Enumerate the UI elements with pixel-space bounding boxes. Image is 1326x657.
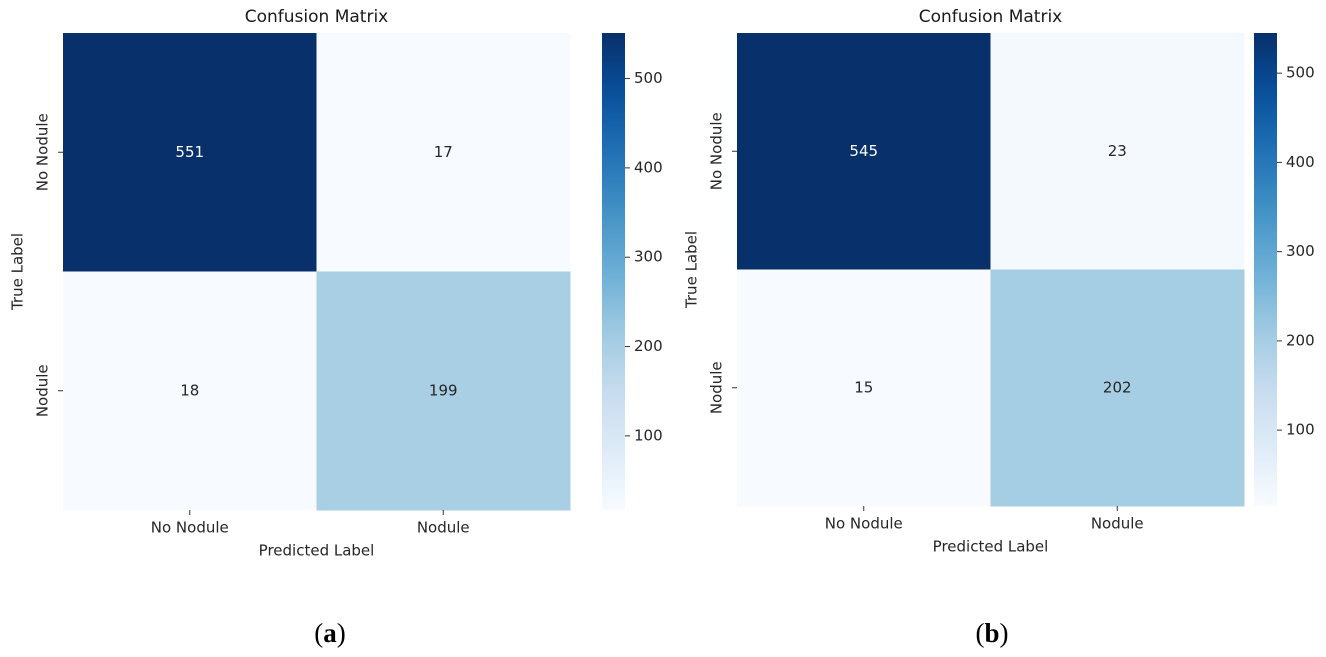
colorbar	[602, 33, 625, 510]
colorbar-tick-label: 100	[1286, 421, 1315, 439]
cell-value-label: 15	[854, 378, 873, 396]
cell-value-label: 17	[434, 143, 453, 161]
colorbar-tick-label: 300	[1286, 242, 1315, 260]
colorbar-tick-label: 500	[634, 69, 663, 87]
cell-value-label: 23	[1108, 142, 1127, 160]
panel-caption: (a)	[314, 618, 346, 648]
heatmap-cell	[990, 269, 1245, 507]
colorbar-tick-label: 100	[634, 426, 663, 444]
x-tick-label: Nodule	[1091, 515, 1144, 533]
colorbar-tick-label: 500	[1286, 64, 1315, 82]
cell-value-label: 551	[175, 143, 204, 161]
cell-value-label: 545	[849, 142, 878, 160]
cell-value-label: 18	[180, 381, 199, 399]
y-axis-label: True Label	[683, 231, 701, 309]
colorbar-tick-label: 200	[634, 337, 663, 355]
heatmap-cell	[737, 33, 991, 270]
heatmap-cell	[63, 33, 317, 272]
colorbar	[1254, 33, 1277, 506]
y-tick-label: Nodule	[708, 361, 726, 414]
chart-title: Confusion Matrix	[919, 7, 1063, 27]
cell-value-label: 199	[429, 381, 458, 399]
x-axis-label: Predicted Label	[933, 538, 1049, 556]
colorbar-tick-label: 200	[1286, 331, 1315, 349]
confusion-matrix-panel-b: Confusion Matrix 545 23 15 202 No Nodule Nodul…	[683, 7, 1315, 648]
y-tick-label: No Nodule	[708, 112, 726, 190]
heatmap-cell	[737, 269, 991, 507]
colorbar-tick-label: 400	[1286, 153, 1315, 171]
heatmap-cell	[63, 271, 317, 511]
x-tick-label: Nodule	[417, 519, 470, 537]
confusion-matrix-panel-a: Confusion Matrix 551 17 18 199 No Nodule Nodul…	[9, 7, 663, 648]
y-tick-label: No Nodule	[34, 113, 52, 191]
heatmap-cell	[990, 33, 1245, 270]
x-axis-label: Predicted Label	[259, 542, 375, 560]
y-axis-label: True Label	[9, 233, 27, 311]
x-tick-label: No Nodule	[825, 515, 903, 533]
heatmap-cell	[316, 33, 571, 272]
cell-value-label: 202	[1103, 378, 1132, 396]
panel-caption: (b)	[975, 618, 1008, 648]
colorbar-tick-label: 300	[634, 248, 663, 266]
heatmap-cell	[316, 271, 571, 511]
colorbar-tick-label: 400	[634, 158, 663, 176]
y-tick-label: Nodule	[34, 364, 52, 417]
chart-title: Confusion Matrix	[245, 7, 389, 27]
x-tick-label: No Nodule	[151, 519, 229, 537]
